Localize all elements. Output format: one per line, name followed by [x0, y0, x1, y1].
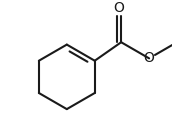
- Text: O: O: [113, 1, 124, 15]
- Text: O: O: [144, 51, 155, 65]
